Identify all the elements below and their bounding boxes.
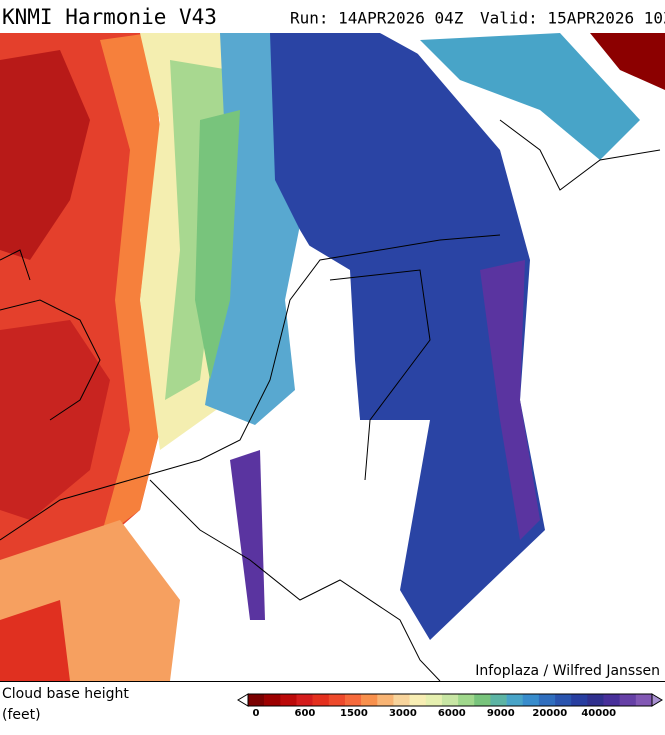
color-bar-segment [312, 694, 330, 706]
color-bar-segment [538, 694, 556, 706]
color-bar-segment [458, 694, 475, 706]
map-field: Infoplaza / Wilfred Janssen [0, 33, 665, 681]
color-bar-segment [377, 694, 394, 706]
color-bar-segment [296, 694, 313, 706]
color-bar-segment [361, 694, 378, 706]
color-bar-segment [619, 694, 637, 706]
color-bar-frame [247, 693, 653, 707]
color-bar-tick-label: 9000 [487, 708, 515, 719]
color-bar-segment [441, 694, 459, 706]
color-bar-segment [506, 694, 524, 706]
color-bar-segment [571, 694, 588, 706]
color-bar-segment [603, 694, 620, 706]
color-bar-start [237, 693, 249, 707]
legend-label: Cloud base height [2, 686, 129, 702]
color-bar-segment [522, 694, 540, 706]
legend-unit: (feet) [2, 707, 41, 723]
color-bar-segment [587, 694, 604, 706]
color-bar-segment [393, 694, 410, 706]
color-bar-segment [555, 694, 572, 706]
color-bar: 0 600 1500 3000 6000 9000 20000 40000 [237, 693, 663, 719]
color-bar-segment [280, 694, 297, 706]
color-bar-segment [474, 694, 491, 706]
color-bar-tick-label: 6000 [438, 708, 466, 719]
color-bar-tick-label: 3000 [389, 708, 417, 719]
run-time: Run: 14APR2026 04Z [290, 9, 464, 28]
color-bar-segment [248, 694, 265, 706]
valid-time: Valid: 15APR2026 10Z [480, 9, 665, 28]
color-bar-tick-label: 40000 [581, 708, 616, 719]
color-bar-segment [409, 694, 427, 706]
color-bar-segment [490, 694, 507, 706]
color-bar-end [651, 693, 663, 707]
color-bar-segment [328, 694, 346, 706]
color-bar-tick-label: 20000 [532, 708, 567, 719]
color-bar-segment [425, 694, 443, 706]
color-bar-tick-label: 1500 [340, 708, 368, 719]
color-bar-segment [344, 694, 362, 706]
title: KNMI Harmonie V43 [2, 5, 217, 29]
color-bar-tick-label: 0 [253, 708, 260, 719]
color-bar-segment [635, 694, 653, 706]
color-bar-tick-label: 600 [295, 708, 316, 719]
credit: Infoplaza / Wilfred Janssen [475, 663, 660, 679]
color-bar-segment [264, 694, 281, 706]
